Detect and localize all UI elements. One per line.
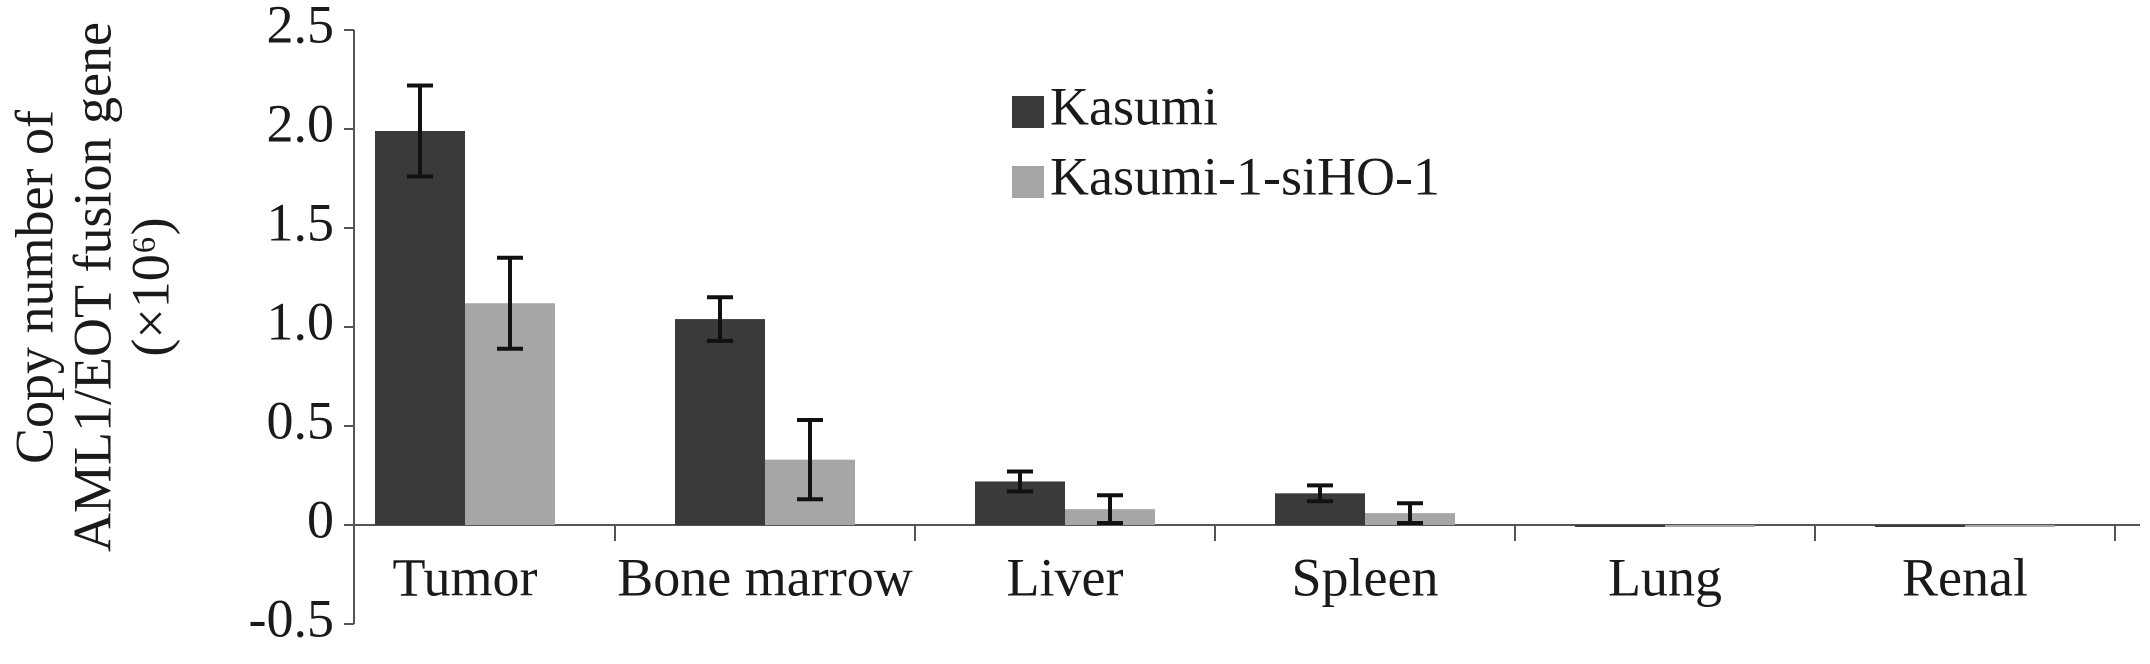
error-bar [497,255,523,351]
legend-swatch [1012,96,1044,128]
error-bar [1397,501,1423,526]
y-tick-label: 1.0 [267,291,335,351]
bar [1575,525,1665,527]
error-bar [1097,493,1123,526]
x-tick-label: Bone marrow [617,547,912,607]
y-tick-label: 2.0 [267,93,335,153]
y-axis-label: Copy number of [4,110,64,464]
error-bar [1307,483,1333,504]
x-tick-label: Liver [1007,547,1124,607]
error-bar [707,295,733,343]
legend-label: Kasumi [1050,76,1218,136]
y-tick-label: -0.5 [249,588,334,648]
y-tick-label: 1.5 [267,192,335,252]
y-tick-label: 0 [307,489,334,549]
error-bar [407,83,433,179]
x-tick-label: Renal [1902,547,2028,607]
legend-label: Kasumi-1-siHO-1 [1050,146,1440,206]
x-tick-label: Tumor [392,547,537,607]
bar [1665,525,1755,527]
bar [1965,525,2055,527]
error-bar [797,418,823,502]
legend-swatch [1012,166,1044,198]
x-tick-label: Spleen [1292,547,1439,607]
x-tick-label: Lung [1608,547,1722,607]
y-tick-label: 2.5 [267,0,335,54]
y-axis-label: AML1/EOT fusion gene [62,22,122,552]
y-axis-label: (×10⁶) [120,217,180,356]
bar [1875,525,1965,527]
bar [675,319,765,525]
bar [375,130,465,526]
error-bar [1007,469,1033,494]
y-tick-label: 0.5 [267,390,335,450]
